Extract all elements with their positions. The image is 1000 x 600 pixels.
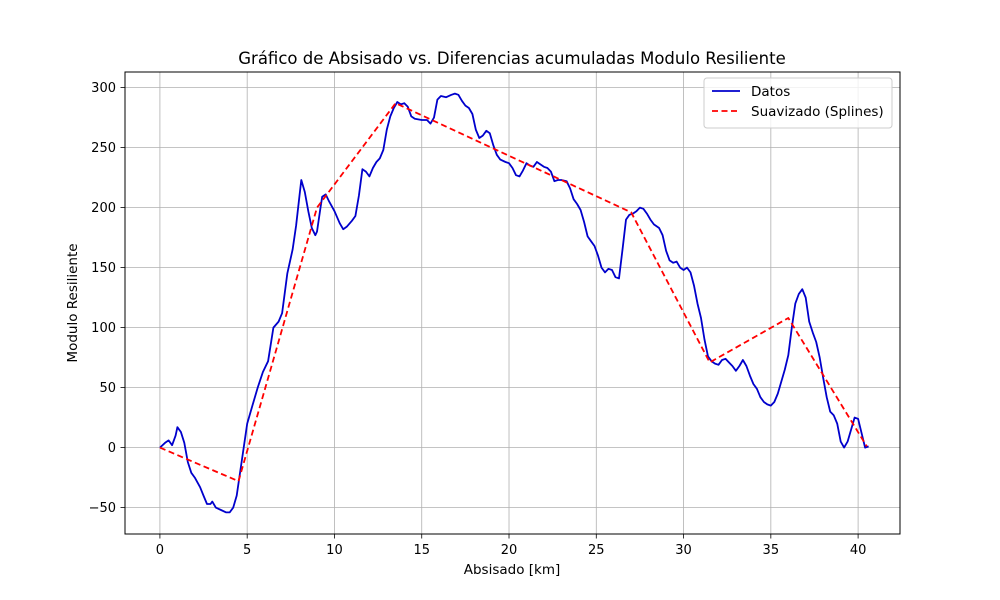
x-axis-label: Absisado [km] bbox=[464, 562, 561, 578]
x-tick-label: 0 bbox=[156, 543, 164, 558]
grid bbox=[125, 72, 900, 534]
x-tick-label: 20 bbox=[501, 543, 518, 558]
legend-label-datos: Datos bbox=[751, 84, 790, 100]
axis-ticks: 0 5 10 15 20 25 30 35 40 −50 0 50 100 150 200 250 300 bbox=[89, 81, 867, 558]
legend: Datos Suavizado (Splines) bbox=[703, 77, 893, 129]
y-tick-label: 250 bbox=[91, 141, 116, 156]
y-tick-label: 0 bbox=[108, 441, 116, 456]
series-line-datos bbox=[159, 92, 869, 514]
y-tick-label: 200 bbox=[91, 201, 116, 216]
series-line-suavizado bbox=[159, 102, 868, 483]
x-tick-label: 10 bbox=[326, 543, 343, 558]
y-tick-label: 150 bbox=[91, 261, 116, 276]
legend-box bbox=[703, 77, 893, 129]
y-axis-label: Modulo Resiliente bbox=[65, 243, 81, 362]
y-tick-label: 300 bbox=[91, 81, 116, 96]
legend-label-suavizado: Suavizado (Splines) bbox=[751, 104, 884, 120]
x-tick-label: 30 bbox=[675, 543, 692, 558]
plot-lines bbox=[159, 92, 869, 514]
x-tick-label: 15 bbox=[413, 543, 430, 558]
x-tick-label: 40 bbox=[850, 543, 867, 558]
chart-title: Gráfico de Absisado vs. Diferencias acum… bbox=[238, 49, 786, 68]
plot-area-frame bbox=[124, 71, 901, 535]
y-tick-label: 100 bbox=[91, 321, 116, 336]
y-tick-label: 50 bbox=[99, 381, 116, 396]
x-tick-label: 25 bbox=[588, 543, 605, 558]
y-tick-label: −50 bbox=[89, 501, 116, 516]
x-tick-label: 35 bbox=[763, 543, 780, 558]
x-tick-label: 5 bbox=[243, 543, 251, 558]
